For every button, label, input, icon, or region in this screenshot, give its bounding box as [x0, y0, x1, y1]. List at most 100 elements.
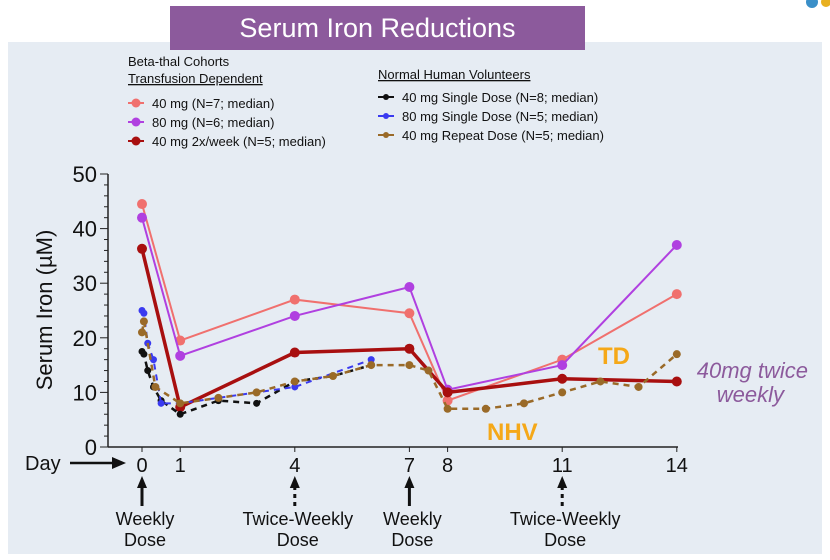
- twice-weekly-annotation: 40mg twice: [697, 358, 808, 383]
- data-point: [404, 343, 415, 354]
- x-tick-label: 8: [442, 455, 453, 477]
- dose-label: Weekly: [116, 509, 175, 529]
- series-line: [140, 321, 678, 411]
- x-tick-label: 14: [666, 455, 688, 477]
- twice-weekly-annotation: weekly: [717, 382, 786, 407]
- up-arrow-icon: [404, 476, 415, 488]
- data-point: [137, 243, 147, 254]
- logo-dot-icon: [821, 0, 830, 7]
- data-point: [671, 376, 682, 387]
- data-point: [139, 317, 148, 326]
- data-point: [157, 399, 165, 407]
- data-point: [596, 377, 605, 386]
- up-arrow-icon: [557, 476, 568, 488]
- data-point: [558, 388, 567, 397]
- data-point: [404, 282, 415, 293]
- data-point: [289, 347, 300, 358]
- data-point: [443, 404, 452, 413]
- data-point: [214, 393, 223, 402]
- logo-dot-icon: [806, 0, 818, 8]
- data-point: [557, 373, 568, 384]
- legend-group-title: Beta-thal Cohorts: [128, 54, 230, 69]
- dose-label: Dose: [391, 530, 433, 550]
- data-point: [140, 350, 148, 358]
- legend-group-subtitle: Normal Human Volunteers: [378, 67, 531, 82]
- x-tick-label: 7: [404, 455, 415, 477]
- dose-label: Dose: [544, 530, 586, 550]
- data-point: [290, 377, 299, 386]
- x-tick-label: 1: [175, 455, 186, 477]
- data-point: [289, 310, 300, 321]
- data-point: [671, 239, 682, 250]
- up-arrow-icon: [289, 476, 300, 488]
- up-arrow-icon: [137, 476, 147, 488]
- chart-title: Serum Iron Reductions: [170, 6, 585, 50]
- legend: Beta-thal Cohorts Transfusion Dependent No…: [128, 54, 604, 149]
- data-point: [151, 382, 160, 391]
- x-axis-label: Day: [25, 453, 61, 475]
- legend-label: 80 mg Single Dose (N=5; median): [402, 109, 598, 124]
- data-point: [329, 372, 337, 381]
- data-point: [367, 356, 375, 364]
- data-point: [137, 212, 147, 223]
- data-point: [404, 308, 415, 319]
- nhv-annotation: NHV: [487, 419, 538, 446]
- data-point: [481, 404, 490, 413]
- y-tick-label: 0: [85, 435, 97, 460]
- data-point: [138, 328, 146, 337]
- y-tick-label: 50: [73, 162, 97, 187]
- data-point: [424, 366, 433, 375]
- legend-label: 40 mg (N=7; median): [152, 96, 274, 111]
- series-group: [137, 199, 682, 418]
- dose-label: Weekly: [383, 509, 442, 529]
- dose-label: Twice-Weekly: [510, 509, 621, 529]
- data-point: [367, 361, 376, 370]
- series-0: [137, 199, 682, 406]
- data-point: [140, 309, 148, 317]
- legend-marker: [383, 113, 389, 119]
- data-point: [291, 383, 299, 391]
- series-line: [141, 203, 678, 402]
- series-line: [141, 309, 372, 405]
- legend-label: 40 mg Repeat Dose (N=5; median): [402, 128, 604, 143]
- legend-group-subtitle: Transfusion Dependent: [128, 71, 263, 86]
- legend-marker: [131, 98, 141, 108]
- series-line: [140, 350, 372, 416]
- legend-marker: [131, 136, 141, 146]
- y-axis-label: Serum Iron (µM): [32, 230, 57, 391]
- chart-panel: [8, 42, 822, 554]
- x-tick-label: 11: [552, 455, 573, 477]
- data-point: [672, 350, 681, 359]
- legend-label: 40 mg 2x/week (N=5; median): [152, 134, 326, 149]
- y-tick-label: 20: [73, 326, 97, 351]
- data-point: [405, 361, 414, 370]
- data-point: [442, 387, 453, 398]
- legend-marker: [383, 94, 389, 100]
- x-tick-label: 0: [136, 455, 147, 477]
- legend-label: 40 mg Single Dose (N=8; median): [402, 90, 598, 105]
- td-annotation: TD: [598, 343, 630, 370]
- legend-label: 80 mg (N=6; median): [152, 115, 274, 130]
- y-tick-label: 10: [73, 380, 97, 405]
- data-point: [144, 367, 152, 375]
- data-point: [289, 294, 300, 305]
- data-point: [176, 399, 185, 408]
- y-tick-label: 30: [73, 271, 97, 296]
- dose-label: Twice-Weekly: [242, 509, 353, 529]
- data-point: [252, 388, 261, 397]
- data-point: [176, 410, 184, 418]
- x-tick-label: 4: [289, 455, 300, 477]
- series-5: [138, 317, 681, 413]
- data-point: [671, 289, 682, 300]
- data-point: [557, 360, 568, 371]
- y-tick-label: 40: [73, 217, 97, 242]
- dose-label: Dose: [277, 530, 319, 550]
- data-point: [253, 399, 261, 407]
- data-point: [149, 356, 157, 364]
- series-2: [137, 243, 682, 413]
- data-point: [634, 382, 643, 391]
- dose-label: Dose: [124, 530, 166, 550]
